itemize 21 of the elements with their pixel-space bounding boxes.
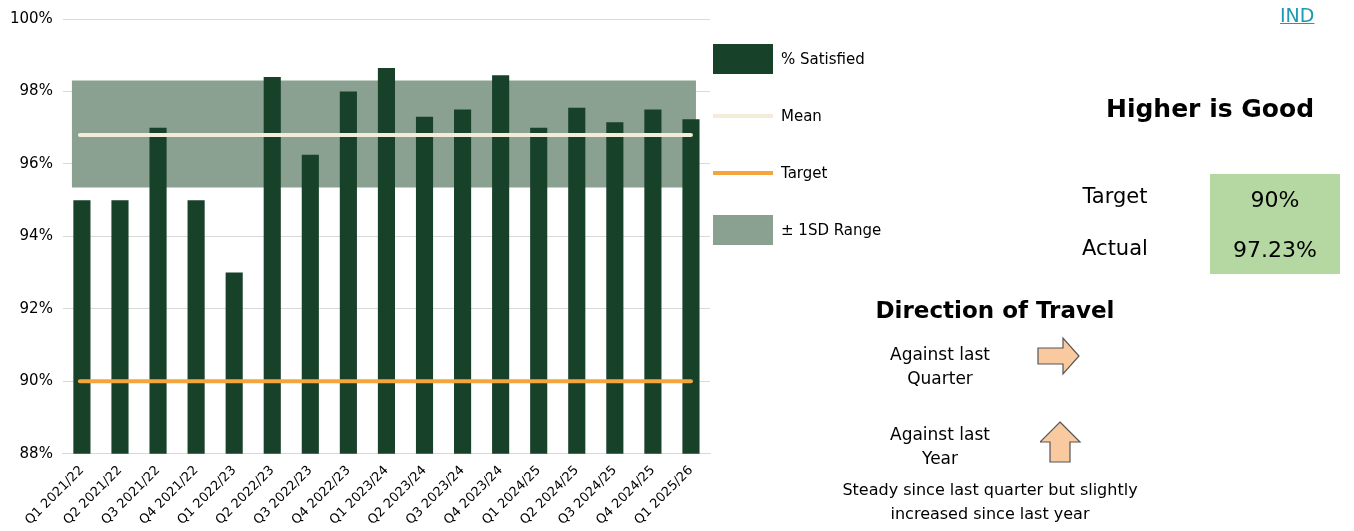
y-tick-label: 98%	[19, 81, 53, 100]
y-tick-label: 92%	[19, 298, 53, 317]
text: Steady since last quarter but slightly increased since last year	[841, 479, 1139, 525]
legend-label: Target	[781, 163, 828, 182]
y-tick-label: 88%	[19, 443, 53, 462]
legend-label: ± 1SD Range	[781, 220, 882, 239]
text: Target	[1081, 184, 1149, 208]
text: Higher is Good	[1104, 94, 1316, 123]
y-tick-label: 100%	[9, 8, 53, 27]
text: IND	[1280, 4, 1316, 26]
text: 90%	[1210, 174, 1340, 224]
text: Actual	[1081, 236, 1149, 260]
text: Against last Quarter	[889, 343, 991, 390]
text: 97.23%	[1210, 224, 1340, 274]
y-tick-label: 96%	[19, 153, 53, 172]
legend-label: % Satisfied	[781, 49, 865, 68]
legend-label: Mean	[781, 106, 822, 125]
y-tick-label: 90%	[19, 371, 53, 390]
text: Against last Year	[889, 423, 991, 470]
text: Direction of Travel	[874, 297, 1116, 323]
y-tick-label: 94%	[19, 226, 53, 245]
